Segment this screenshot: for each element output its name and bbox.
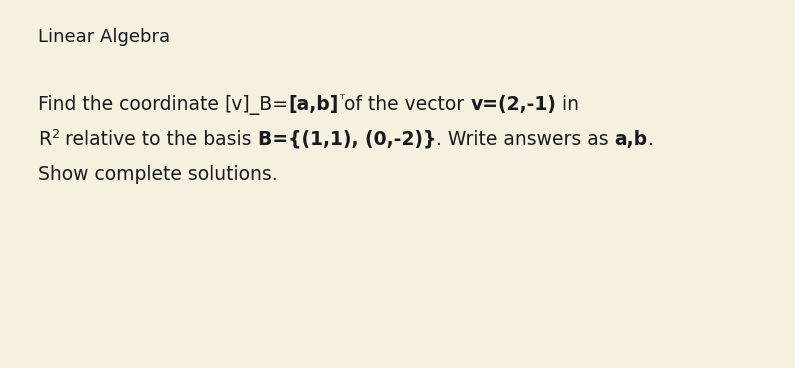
Text: Find the coordinate: Find the coordinate — [38, 95, 225, 114]
Text: [a,b]: [a,b] — [289, 95, 339, 114]
Text: B={(1,1), (0,-2)}: B={(1,1), (0,-2)} — [258, 130, 436, 149]
Text: Linear Algebra: Linear Algebra — [38, 28, 170, 46]
Text: Show complete solutions.: Show complete solutions. — [38, 165, 277, 184]
Text: .: . — [648, 130, 653, 149]
Text: R: R — [38, 130, 51, 149]
Text: relative to the basis: relative to the basis — [59, 130, 258, 149]
Text: v=(2,-1): v=(2,-1) — [471, 95, 556, 114]
Text: of the vector: of the vector — [344, 95, 471, 114]
Text: ᵀ: ᵀ — [339, 93, 344, 106]
Text: 2: 2 — [51, 128, 59, 141]
Text: in: in — [556, 95, 579, 114]
Text: a,b: a,b — [615, 130, 648, 149]
Text: . Write answers as: . Write answers as — [436, 130, 615, 149]
Text: [v]_B=: [v]_B= — [225, 95, 289, 115]
